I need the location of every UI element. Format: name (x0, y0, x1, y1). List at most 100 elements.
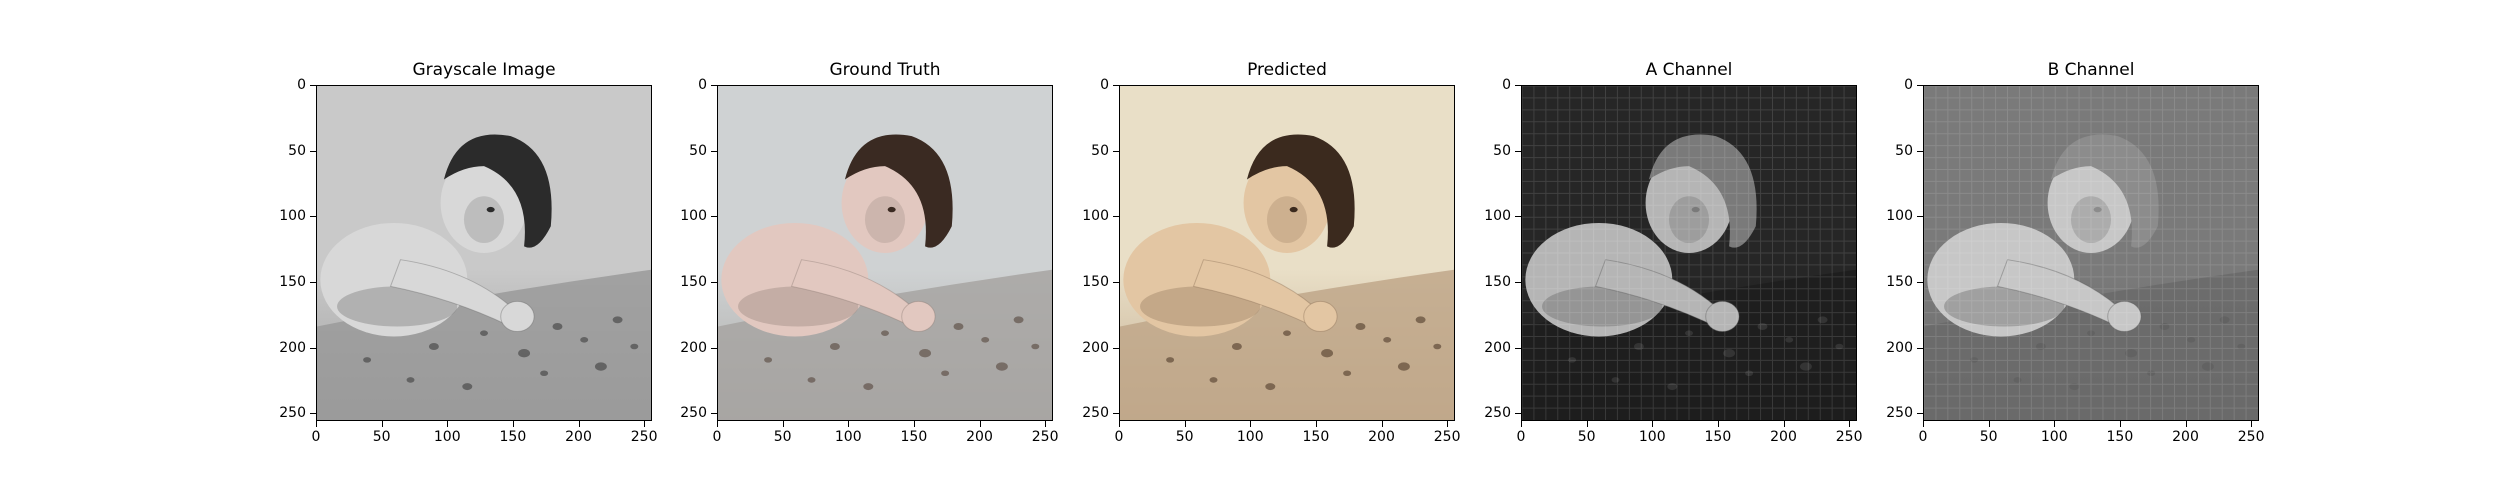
x-tick (1315, 421, 1317, 427)
y-tick (1515, 281, 1521, 283)
y-tick-label: 250 (1484, 405, 1511, 422)
y-tick-label: 150 (1082, 273, 1109, 290)
x-tick (381, 421, 383, 427)
x-tick (913, 421, 915, 427)
x-tick-label: 50 (372, 429, 391, 445)
y-tick-label: 150 (1886, 273, 1913, 290)
baby-eye (2093, 206, 2102, 213)
pebble (2125, 349, 2138, 358)
y-tick (310, 85, 316, 86)
baby-hair (2050, 134, 2159, 248)
pebble (552, 323, 563, 330)
y-tick (1113, 150, 1119, 152)
y-tick-label: 50 (1895, 142, 1913, 159)
x-tick-label: 150 (1704, 429, 1732, 445)
pebble (995, 362, 1008, 371)
y-tick-label: 150 (680, 273, 707, 290)
x-tick-label: 200 (565, 429, 592, 445)
subplot-title: Predicted (1247, 60, 1327, 80)
pebble (612, 316, 623, 324)
y-tick-label: 100 (1886, 208, 1913, 225)
y-tick-label: 250 (680, 405, 707, 422)
y-tick-label: 100 (1082, 208, 1109, 225)
pebble (480, 330, 488, 336)
pebble (518, 349, 531, 358)
x-tick (1717, 421, 1719, 427)
x-tick-label: 100 (433, 429, 461, 445)
y-tick (1515, 413, 1521, 415)
pebble (1568, 357, 1577, 363)
pebble (363, 357, 372, 363)
pebble (1611, 377, 1620, 383)
x-tick-label: 200 (1770, 429, 1797, 445)
pebble (2035, 343, 2046, 350)
pebble (1667, 383, 1678, 391)
x-tick (1923, 421, 1924, 427)
x-tick-label: 200 (2172, 429, 2199, 445)
pebble (1785, 337, 1794, 343)
pebble (2201, 362, 2214, 371)
y-tick (310, 281, 316, 283)
y-tick (1917, 413, 1923, 415)
x-tick-label: 150 (900, 429, 928, 445)
y-tick (310, 216, 316, 218)
y-tick-label: 250 (279, 405, 306, 422)
y-tick-label: 200 (1886, 339, 1913, 356)
y-tick-label: 0 (1100, 77, 1109, 93)
y-tick-label: 100 (279, 208, 306, 225)
x-tick-label: 0 (311, 429, 321, 445)
pebble (2087, 330, 2095, 336)
baby-eye (1691, 206, 1700, 213)
x-tick-label: 50 (1577, 429, 1596, 445)
y-tick-label: 50 (689, 142, 707, 159)
pebble (1231, 343, 1242, 350)
pebble (1383, 337, 1392, 343)
sand-ground (317, 269, 651, 420)
x-tick-label: 200 (1368, 429, 1395, 445)
sand-ground (1522, 269, 1856, 420)
baby-hair (1648, 134, 1757, 248)
subplot-title: Ground Truth (829, 60, 941, 80)
y-tick (711, 413, 717, 415)
x-tick-label: 200 (966, 429, 993, 445)
x-tick-label: 150 (2106, 429, 2134, 445)
y-tick (711, 281, 717, 283)
pebble (1745, 370, 1754, 377)
y-tick-label: 0 (297, 77, 306, 93)
y-tick (310, 413, 316, 415)
pebble (1321, 349, 1334, 358)
y-tick (711, 85, 717, 86)
x-tick-label: 100 (1638, 429, 1666, 445)
baby-photo-channel-icon (1521, 85, 1857, 421)
baby-photo-channel-icon (1923, 85, 2259, 421)
pebble (1166, 357, 1175, 363)
y-tick-label: 50 (288, 142, 306, 159)
x-tick (1988, 421, 1990, 427)
pebble (1433, 343, 1442, 350)
x-tick-label: 0 (1918, 429, 1928, 445)
x-tick (979, 421, 981, 427)
x-tick-label: 250 (630, 429, 658, 445)
x-tick (1849, 421, 1851, 427)
pebble (1265, 383, 1276, 391)
sand-ground (718, 269, 1052, 420)
y-tick (1113, 216, 1119, 218)
y-tick (1515, 150, 1521, 152)
x-tick (2054, 421, 2056, 427)
x-tick (512, 421, 514, 427)
pebble (1283, 330, 1291, 336)
pebble (1835, 343, 1844, 350)
x-tick-label: 0 (1114, 429, 1124, 445)
baby-photo-color-icon (717, 85, 1053, 421)
x-tick (644, 421, 646, 427)
y-tick (1917, 150, 1923, 152)
y-tick (1113, 413, 1119, 415)
baby-eye (887, 206, 896, 213)
pebble (829, 343, 840, 350)
pebble (764, 357, 773, 363)
x-tick (1381, 421, 1383, 427)
x-tick (848, 421, 850, 427)
pebble (1415, 316, 1426, 324)
y-tick-label: 200 (1082, 339, 1109, 356)
